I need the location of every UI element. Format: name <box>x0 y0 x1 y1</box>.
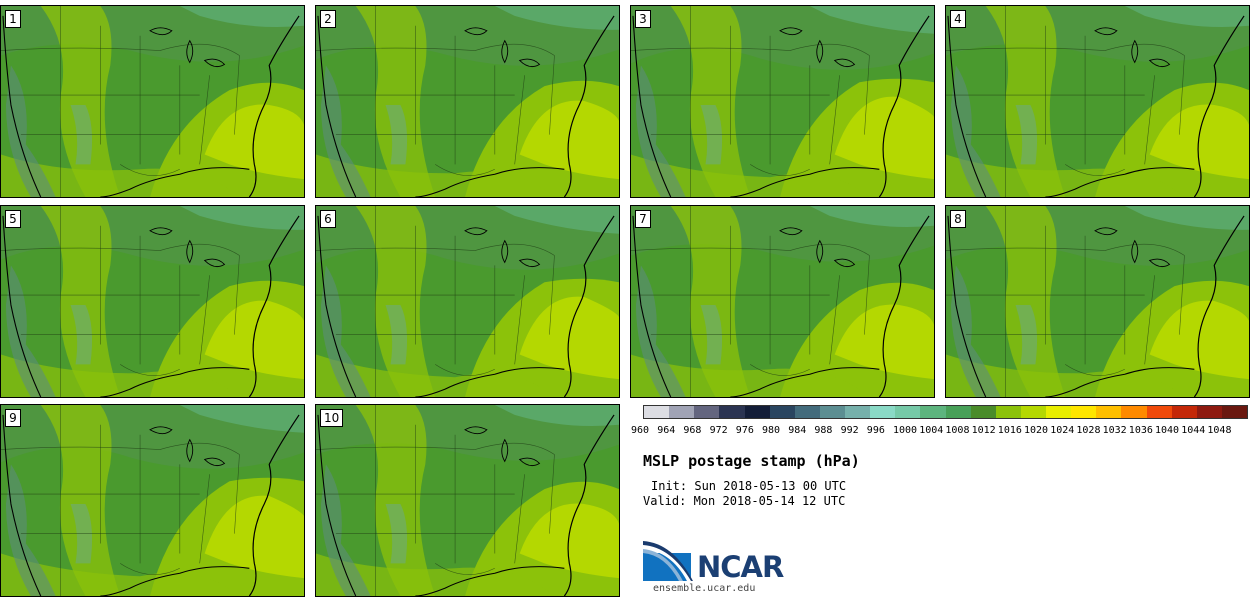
colorbar-swatch <box>1196 406 1222 418</box>
colorbar-tick-label: 996 <box>866 425 885 436</box>
colorbar-swatch <box>1146 406 1172 418</box>
pressure-map <box>631 206 934 397</box>
stamp-panel-1: 1 <box>0 5 305 198</box>
stamp-panel-2: 2 <box>315 5 620 198</box>
pressure-map <box>1 206 304 397</box>
colorbar-labels: 960 964 968 972 976 980 984 988 992 996 1000 1004 10… <box>631 425 1260 439</box>
colorbar-swatch <box>719 406 745 418</box>
site-url: ensemble.ucar.edu <box>653 583 756 594</box>
member-number: 1 <box>5 10 21 28</box>
pressure-map <box>316 6 619 197</box>
member-number: 3 <box>635 10 651 28</box>
ncar-logo-icon <box>643 541 693 581</box>
pressure-map <box>316 206 619 397</box>
member-number: 9 <box>5 409 21 427</box>
member-number: 8 <box>950 210 966 228</box>
colorbar-swatch <box>744 406 770 418</box>
colorbar-tick-label: 976 <box>735 425 754 436</box>
init-time: Init: Sun 2018-05-13 00 UTC <box>651 479 847 493</box>
colorbar-tick-label: 1020 <box>1024 425 1049 436</box>
colorbar-tick-label: 1008 <box>945 425 970 436</box>
colorbar-tick-label: 1016 <box>997 425 1022 436</box>
colorbar-tick-label: 992 <box>840 425 859 436</box>
stamp-panel-3: 3 <box>630 5 935 198</box>
colorbar-swatch <box>920 406 946 418</box>
colorbar-tick-label: 1012 <box>971 425 996 436</box>
colorbar-swatch <box>794 406 820 418</box>
pressure-colorbar <box>643 405 1248 419</box>
colorbar-tick-label: 1032 <box>1102 425 1127 436</box>
colorbar-tick-label: 960 <box>631 425 650 436</box>
colorbar-swatch <box>769 406 795 418</box>
colorbar-tick-label: 1024 <box>1050 425 1075 436</box>
colorbar-swatch <box>1046 406 1072 418</box>
stamp-panel-9: 9 <box>0 404 305 597</box>
colorbar-tick-label: 1044 <box>1181 425 1206 436</box>
colorbar-swatch <box>970 406 996 418</box>
member-number: 7 <box>635 210 651 228</box>
pressure-map <box>1 6 304 197</box>
logo-wordmark: NCAR <box>697 550 784 584</box>
colorbar-swatch <box>694 406 720 418</box>
stamp-panel-10: 10 <box>315 404 620 597</box>
member-number: 2 <box>320 10 336 28</box>
colorbar-swatch <box>845 406 871 418</box>
member-number: 6 <box>320 210 336 228</box>
member-number: 10 <box>320 409 344 427</box>
colorbar-tick-label: 964 <box>657 425 676 436</box>
colorbar-swatch <box>1020 406 1046 418</box>
stamp-panel-6: 6 <box>315 205 620 398</box>
colorbar-tick-label: 1048 <box>1207 425 1232 436</box>
stamp-panel-7: 7 <box>630 205 935 398</box>
colorbar-tick-label: 1036 <box>1128 425 1153 436</box>
valid-time: Valid: Mon 2018-05-14 12 UTC <box>643 494 846 508</box>
colorbar-swatch <box>819 406 845 418</box>
stamp-panel-8: 8 <box>945 205 1250 398</box>
colorbar-swatch <box>1171 406 1197 418</box>
pressure-map <box>631 6 934 197</box>
colorbar-tick-label: 984 <box>788 425 807 436</box>
colorbar-swatch <box>870 406 896 418</box>
pressure-map <box>316 405 619 596</box>
colorbar-swatch <box>995 406 1021 418</box>
member-number: 5 <box>5 210 21 228</box>
stamp-panel-4: 4 <box>945 5 1250 198</box>
colorbar-swatch <box>895 406 921 418</box>
colorbar-swatch <box>669 406 695 418</box>
colorbar-swatch <box>1096 406 1122 418</box>
colorbar-tick-label: 1040 <box>1155 425 1180 436</box>
colorbar-swatch <box>1121 406 1147 418</box>
colorbar-swatch <box>945 406 971 418</box>
colorbar-tick-label: 968 <box>683 425 702 436</box>
colorbar-tick-label: 988 <box>814 425 833 436</box>
colorbar-tick-label: 1028 <box>1076 425 1101 436</box>
colorbar-swatch <box>644 406 670 418</box>
colorbar-tick-label: 972 <box>709 425 728 436</box>
plot-title: MSLP postage stamp (hPa) <box>643 452 860 470</box>
stamp-panel-5: 5 <box>0 205 305 398</box>
pressure-map <box>946 206 1249 397</box>
pressure-map <box>946 6 1249 197</box>
colorbar-tick-label: 1004 <box>919 425 944 436</box>
colorbar-tick-label: 1000 <box>893 425 918 436</box>
colorbar-tick-label: 980 <box>762 425 781 436</box>
colorbar-swatch <box>1221 406 1247 418</box>
colorbar-swatch <box>1071 406 1097 418</box>
pressure-map <box>1 405 304 596</box>
member-number: 4 <box>950 10 966 28</box>
